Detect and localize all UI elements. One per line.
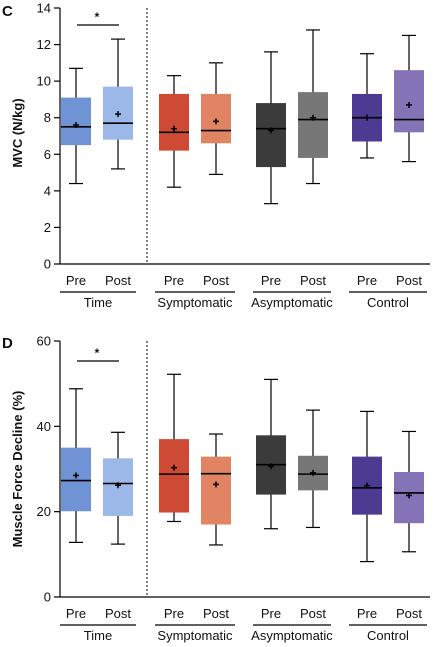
panel-d: D Muscle Force Decline (%) 0 20 40 60 * Pre… bbox=[2, 334, 430, 643]
panel-d-cat-time-post: Post bbox=[105, 606, 131, 621]
mean-marker bbox=[268, 463, 274, 470]
mean-marker bbox=[406, 492, 412, 499]
mean-marker bbox=[171, 464, 177, 471]
panel-d-group-symptomatic: Symptomatic bbox=[157, 628, 233, 643]
mean-marker bbox=[310, 469, 316, 476]
panel-d-boxes bbox=[61, 373, 424, 563]
iqr-box bbox=[61, 97, 91, 146]
panel-c-cat-time-post: Post bbox=[105, 273, 131, 288]
box-symptomatic-post bbox=[201, 62, 231, 175]
mean-marker bbox=[268, 127, 274, 134]
y-tick-label: 4 bbox=[44, 183, 51, 198]
panel-d-y-ticks: 0 20 40 60 bbox=[37, 334, 60, 605]
y-tick-label: 60 bbox=[37, 334, 51, 349]
iqr-box bbox=[298, 92, 328, 158]
box-asymptomatic-post bbox=[298, 409, 328, 529]
box-time-post bbox=[103, 431, 133, 545]
panel-d-group-control: Control bbox=[367, 628, 409, 643]
panel-d-cat-asymptomatic-pre: Pre bbox=[261, 606, 281, 621]
panel-c-cat-asymptomatic-pre: Pre bbox=[261, 273, 281, 288]
panel-c-group-symptomatic: Symptomatic bbox=[157, 295, 233, 310]
box-symptomatic-pre bbox=[159, 373, 189, 523]
y-tick-label: 8 bbox=[44, 110, 51, 125]
mean-marker bbox=[73, 122, 79, 129]
panel-c-label: C bbox=[2, 3, 13, 20]
box-symptomatic-post bbox=[201, 433, 231, 546]
panel-d-group-asymptomatic: Asymptomatic bbox=[251, 628, 333, 643]
mean-marker bbox=[364, 114, 370, 121]
iqr-box bbox=[159, 93, 189, 151]
y-tick-label: 6 bbox=[44, 147, 51, 162]
box-symptomatic-pre bbox=[159, 75, 189, 188]
box-time-pre bbox=[61, 388, 91, 543]
panel-c-significance-star: * bbox=[95, 10, 100, 24]
mean-marker bbox=[213, 481, 219, 488]
box-time-post bbox=[103, 38, 133, 170]
panel-d-cat-symptomatic-pre: Pre bbox=[164, 606, 184, 621]
panel-c-cat-asymptomatic-post: Post bbox=[300, 273, 326, 288]
box-control-pre bbox=[352, 410, 382, 563]
panel-c-cat-control-post: Post bbox=[396, 273, 422, 288]
box-control-pre bbox=[352, 53, 382, 159]
iqr-box bbox=[159, 439, 189, 513]
panel-d-group-time: Time bbox=[84, 628, 112, 643]
panel-c-cat-symptomatic-pre: Pre bbox=[164, 273, 184, 288]
panel-d-cat-symptomatic-post: Post bbox=[203, 606, 229, 621]
mean-marker bbox=[213, 118, 219, 125]
mean-marker bbox=[364, 482, 370, 489]
y-tick-label: 10 bbox=[37, 74, 51, 89]
box-asymptomatic-pre bbox=[256, 51, 286, 205]
panel-c-cat-control-pre: Pre bbox=[357, 273, 377, 288]
mean-marker bbox=[310, 114, 316, 121]
y-tick-label: 2 bbox=[44, 220, 51, 235]
panel-c-cat-symptomatic-post: Post bbox=[203, 273, 229, 288]
panel-c-group-control: Control bbox=[367, 295, 409, 310]
mean-marker bbox=[406, 101, 412, 108]
panel-d-cat-time-pre: Pre bbox=[66, 606, 86, 621]
panel-d-cat-control-post: Post bbox=[396, 606, 422, 621]
panel-c-cat-time-pre: Pre bbox=[66, 273, 86, 288]
panel-c-y-ticks: 0 2 4 6 8 10 12 14 bbox=[37, 1, 60, 272]
y-tick-label: 0 bbox=[44, 257, 51, 272]
y-tick-label: 40 bbox=[37, 419, 51, 434]
panel-d-label: D bbox=[2, 335, 13, 352]
panel-d-cat-control-pre: Pre bbox=[357, 606, 377, 621]
iqr-box bbox=[256, 103, 286, 168]
iqr-box bbox=[394, 70, 424, 133]
panel-c-y-axis-label: MVC (N/kg) bbox=[10, 98, 25, 167]
panel-d-y-axis-label: Muscle Force Decline (%) bbox=[10, 391, 25, 548]
panel-d-cat-asymptomatic-post: Post bbox=[300, 606, 326, 621]
box-asymptomatic-post bbox=[298, 29, 328, 185]
box-time-pre bbox=[61, 67, 91, 185]
y-tick-label: 14 bbox=[37, 1, 51, 16]
y-tick-label: 12 bbox=[37, 37, 51, 52]
mean-marker bbox=[115, 482, 121, 489]
y-tick-label: 0 bbox=[44, 590, 51, 605]
box-control-post bbox=[394, 430, 424, 553]
box-control-post bbox=[394, 34, 424, 163]
panel-c-boxes bbox=[61, 29, 424, 205]
mean-marker bbox=[73, 472, 79, 479]
box-asymptomatic-pre bbox=[256, 378, 286, 530]
y-tick-label: 20 bbox=[37, 504, 51, 519]
mean-marker bbox=[115, 111, 121, 118]
iqr-box bbox=[61, 447, 91, 512]
iqr-box bbox=[201, 456, 231, 525]
mean-marker bbox=[171, 125, 177, 132]
panel-c-group-asymptomatic: Asymptomatic bbox=[251, 295, 333, 310]
panel-c-group-time: Time bbox=[84, 295, 112, 310]
panel-d-significance-star: * bbox=[95, 346, 100, 360]
